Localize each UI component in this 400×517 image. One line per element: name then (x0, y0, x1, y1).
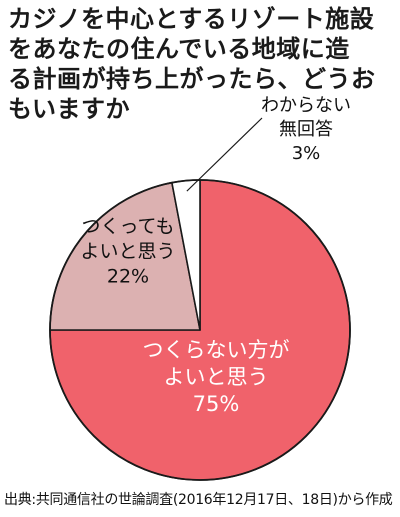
slice-2-value-label: 22% (107, 266, 149, 288)
title-line-3: る計画が持ち上がったら、どうお (8, 65, 376, 93)
slice-2-label-line-2: よいと思う (80, 241, 175, 263)
pie-outline (49, 179, 351, 481)
chart-title: カジノを中心とするリゾート施設 をあなたの住んでいる地域に造 る計画が持ち上がっ… (8, 4, 396, 124)
title-line-2: をあなたの住んでいる地域に造 (8, 35, 350, 63)
slice-1-label-line-1: つくらない方が (143, 338, 290, 362)
slice-1-value-label: 75% (193, 392, 240, 416)
leader-line-3 (186, 117, 263, 192)
slice-3-label-line-1: わからない (261, 95, 351, 116)
title-line-1: カジノを中心とするリゾート施設 (8, 5, 375, 33)
title-line-4: もいますか (8, 95, 131, 123)
slice-2-label-line-1: つくっても (81, 216, 174, 238)
source-note: 出典:共同通信社の世論調査(2016年12月17日、18日)から作成 (4, 492, 393, 508)
slice-3-label-line-2: 無回答 (279, 119, 333, 140)
slice-1-label-line-2: よいと思う (164, 365, 269, 389)
slice-3-value-label: 3% (292, 143, 321, 164)
